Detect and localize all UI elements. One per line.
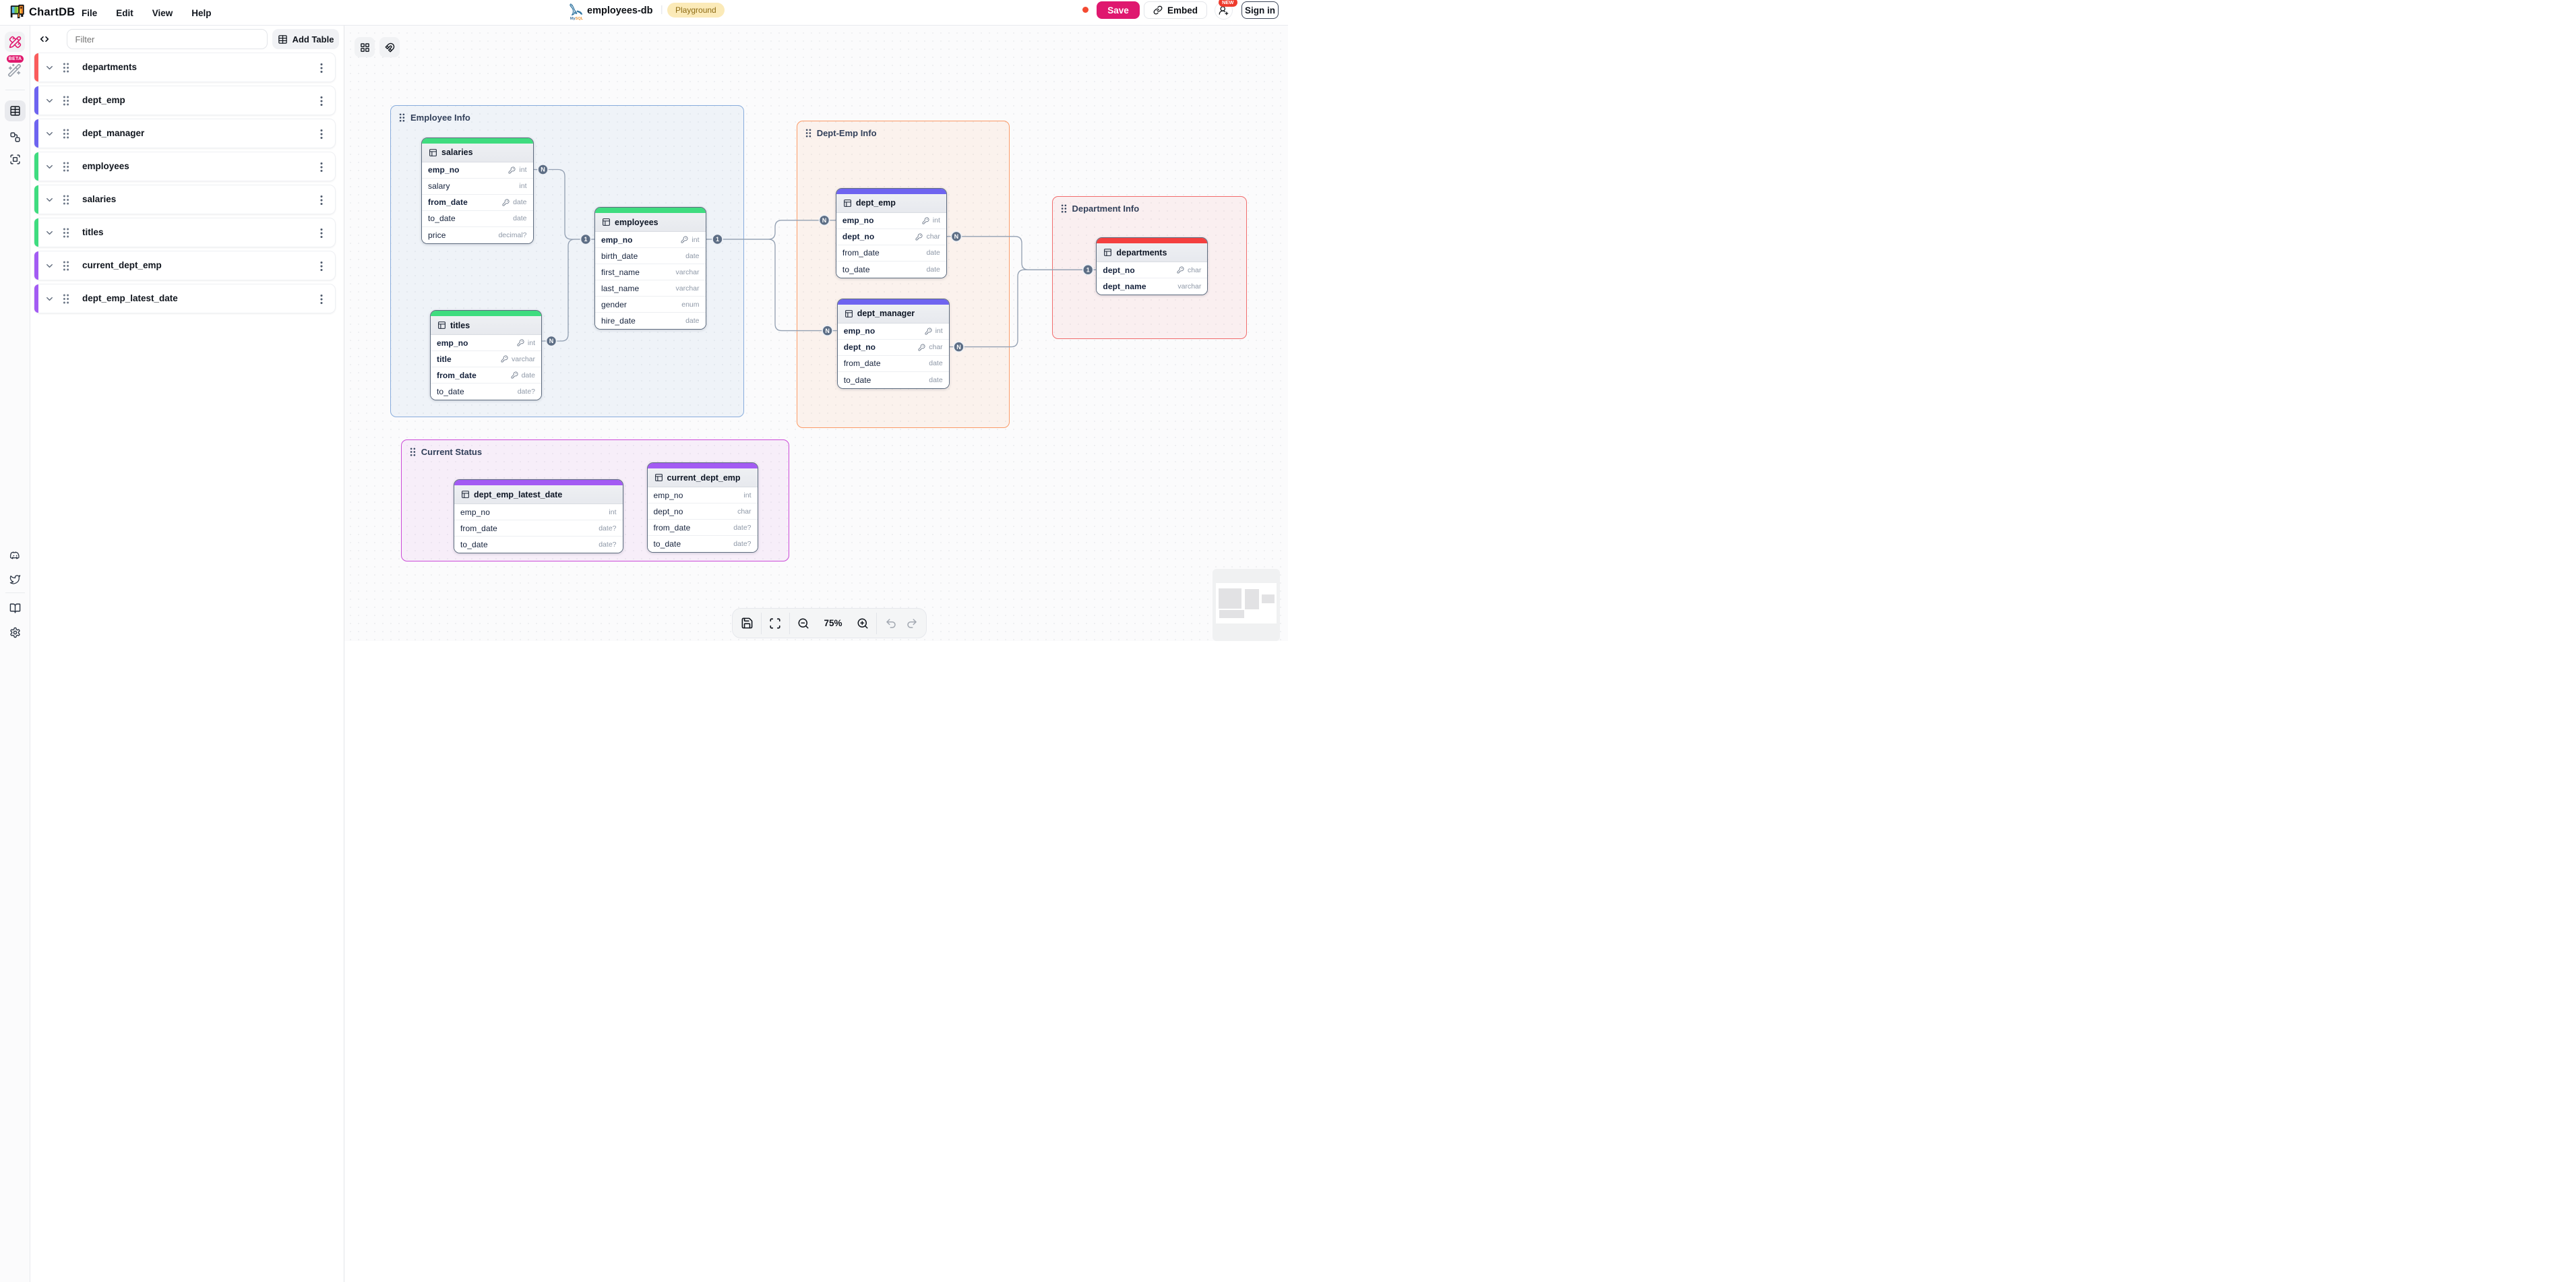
svg-text:1: 1 (1086, 266, 1090, 273)
svg-text:N: N (825, 328, 830, 334)
svg-text:MySQL: MySQL (570, 17, 584, 20)
svg-text:N: N (822, 217, 827, 224)
svg-text:N: N (956, 344, 961, 350)
svg-text:1: 1 (716, 236, 719, 243)
svg-text:N: N (954, 233, 959, 240)
svg-text:1: 1 (584, 236, 587, 243)
svg-text:N: N (549, 338, 554, 344)
svg-text:N: N (541, 166, 545, 173)
